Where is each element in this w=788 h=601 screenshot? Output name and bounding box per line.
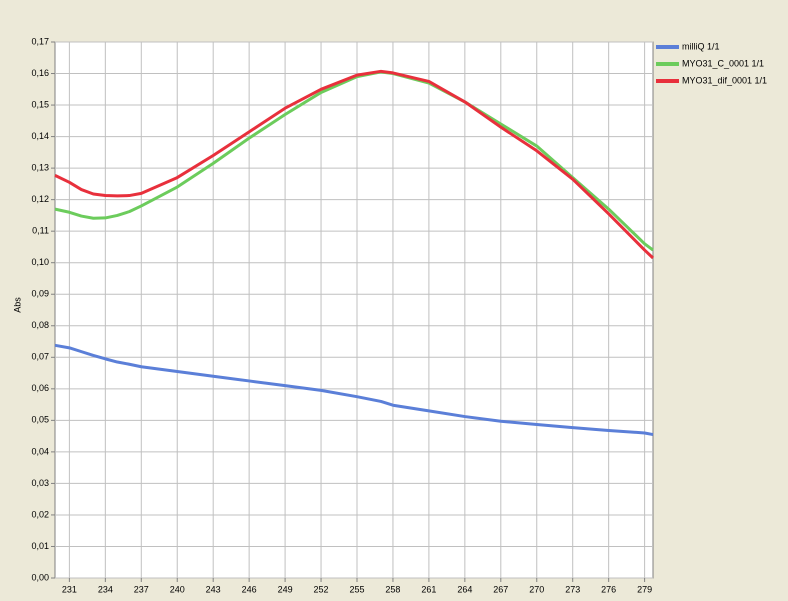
y-tick-label: 0,03	[31, 478, 49, 488]
legend-label: MYO31_C_0001 1/1	[682, 58, 764, 68]
y-tick-label: 0,11	[32, 226, 49, 236]
series-line	[54, 70, 654, 252]
lines	[54, 69, 655, 437]
x-tick-label: 261	[421, 584, 436, 594]
x-tick-label: 252	[314, 584, 329, 594]
y-tick-label: 0,17	[31, 36, 49, 46]
y-tick-label: 0,13	[31, 162, 49, 172]
y-tick-label: 0,00	[31, 572, 49, 582]
plot-area	[54, 41, 654, 579]
x-tick-label: 231	[62, 584, 77, 594]
y-tick-label: 0,09	[31, 289, 49, 299]
y-tick-label: 0,12	[31, 194, 49, 204]
y-tick-label: 0,08	[31, 320, 49, 330]
y-tick-label: 0,16	[31, 68, 49, 78]
y-axis-label: Abs	[12, 297, 22, 313]
y-tick-label: 0,07	[31, 352, 49, 362]
x-tick-label: 249	[278, 584, 293, 594]
legend-label: MYO31_dif_0001 1/1	[682, 75, 767, 85]
y-tick-label: 0,01	[31, 541, 49, 551]
grid: 0,00 0,01 0,02 0,03 0,04 0,05 0,06 0,07 0,08 0,09…	[31, 36, 653, 594]
y-tick-label: 0,02	[31, 509, 49, 519]
series-line	[54, 69, 655, 260]
x-tick-label: 270	[529, 584, 544, 594]
legend: milliQ 1/1 MYO31_C_0001 1/1 MYO31_dif_0001…	[656, 41, 767, 85]
x-tick-label: 246	[242, 584, 257, 594]
x-tick-label: 255	[349, 584, 364, 594]
x-tick-label: 258	[385, 584, 400, 594]
x-tick-label: 234	[98, 584, 113, 594]
x-tick-label: 243	[206, 584, 221, 594]
x-tick-label: 276	[601, 584, 616, 594]
y-tick-label: 0,14	[31, 131, 49, 141]
x-tick-label: 240	[170, 584, 185, 594]
y-tick-label: 0,04	[31, 446, 49, 456]
series-line	[54, 343, 654, 437]
y-tick-label: 0,06	[31, 383, 49, 393]
y-tick-label: 0,10	[31, 257, 49, 267]
x-tick-label: 273	[565, 584, 580, 594]
y-tick-label: 0,05	[31, 415, 49, 425]
x-tick-label: 237	[134, 584, 149, 594]
x-tick-label: 264	[457, 584, 472, 594]
x-tick-label: 279	[637, 584, 652, 594]
y-tick-label: 0,15	[31, 99, 49, 109]
legend-label: milliQ 1/1	[682, 41, 720, 51]
x-tick-label: 267	[493, 584, 508, 594]
